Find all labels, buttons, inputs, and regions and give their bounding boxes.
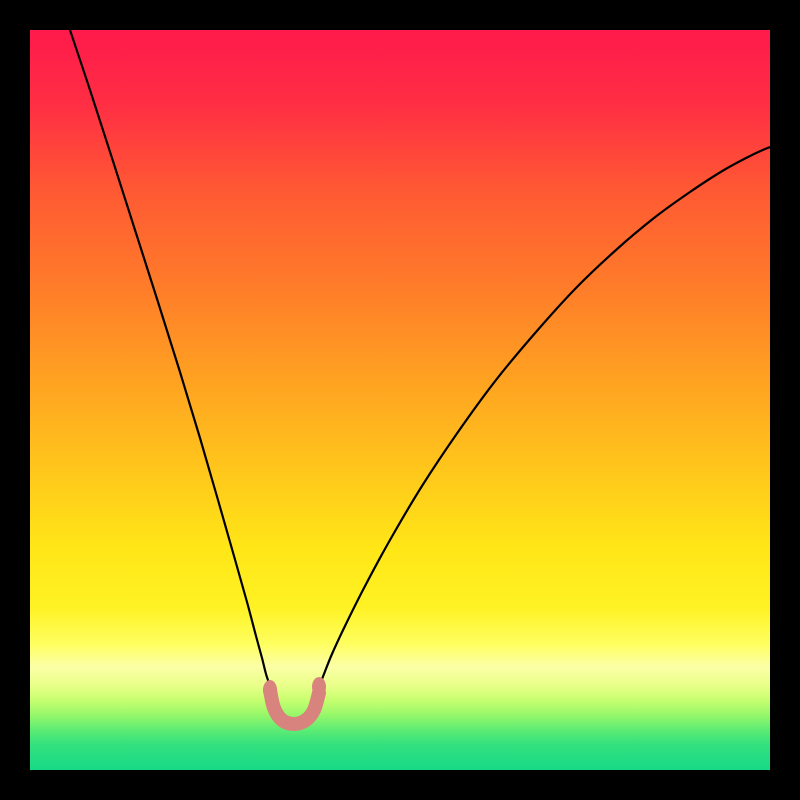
plot-svg [30,30,770,770]
plot-background [30,30,770,770]
frame-top [0,0,800,30]
plot-area [30,30,770,770]
frame-right [770,0,800,800]
end-cap-right [312,677,326,697]
frame-left [0,0,30,800]
end-cap-left [263,680,277,700]
frame-bottom [0,770,800,800]
